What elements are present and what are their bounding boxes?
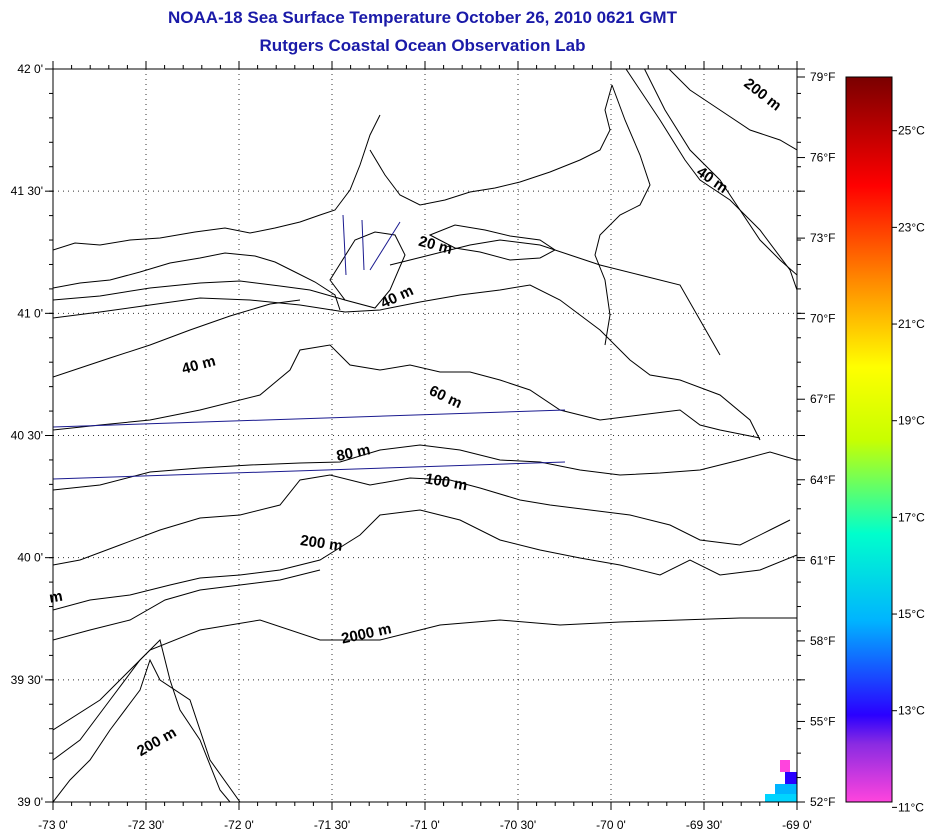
colorbar-ticks: 79°F 76°F 73°F 70°F 67°F 64°F 61°F 58°F 55°F 52°F… <box>797 70 925 814</box>
colorbar-c-label: 23°C <box>898 220 925 234</box>
colorbar-f-label: 76°F <box>810 151 835 165</box>
colorbar-c-label: 15°C <box>898 607 925 621</box>
map-title: NOAA-18 Sea Surface Temperature October … <box>168 8 677 27</box>
colorbar-c-label: 25°C <box>898 124 925 138</box>
contour-20m <box>53 239 721 356</box>
colorbar-f-label: 58°F <box>810 634 835 648</box>
depth-contour-label: 2000 m <box>340 620 393 647</box>
depth-contour-label: m <box>48 588 64 607</box>
contour-2000m <box>53 617 797 731</box>
colorbar-f-label: 64°F <box>810 473 835 487</box>
depth-contour-label: 100 m <box>424 470 469 494</box>
coastline-long-island <box>53 252 341 311</box>
coastline-cape-cod <box>594 84 651 346</box>
lat-label: 40 0' <box>17 551 43 565</box>
lat-label: 39 0' <box>17 795 43 809</box>
map-frame <box>52 68 798 803</box>
contour-200m-inner <box>643 69 797 276</box>
transect-line-2 <box>53 461 566 480</box>
lon-label: -71 0' <box>410 818 440 832</box>
lon-label: -71 30' <box>314 818 350 832</box>
contour-south-3 <box>53 569 321 641</box>
depth-contour-label: 200 m <box>741 75 785 115</box>
contour-80m <box>53 444 797 491</box>
contour-40m-upper <box>625 69 797 291</box>
coastline-south-shore <box>53 299 301 378</box>
lon-label: -72 0' <box>224 818 254 832</box>
depth-contour-label: 40 m <box>180 353 217 378</box>
lon-label: -69 30' <box>686 818 722 832</box>
contour-60m <box>53 344 761 439</box>
contour-200m <box>53 509 797 611</box>
colorbar-c-label: 13°C <box>898 704 925 718</box>
contour-40m <box>53 284 761 441</box>
depth-contour-label: 40 m <box>693 163 731 197</box>
lon-label: -73 0' <box>38 818 68 832</box>
sst-pixels <box>780 760 790 772</box>
colorbar-c-label: 19°C <box>898 414 925 428</box>
coastline-ct <box>53 114 381 251</box>
colorbar <box>845 76 893 803</box>
depth-contour-label: 60 m <box>426 382 464 412</box>
depth-contour-label: 200 m <box>134 724 179 760</box>
contour-south-1 <box>53 639 231 802</box>
coastline-ri <box>369 84 613 206</box>
lat-label: 41 0' <box>17 306 43 320</box>
lat-label: 40 30' <box>11 429 43 443</box>
coastline-block-island <box>329 231 406 309</box>
colorbar-c-label: 17°C <box>898 510 925 524</box>
depth-contour-label: 20 m <box>417 233 454 258</box>
transect-line-3 <box>342 214 401 276</box>
colorbar-f-label: 61°F <box>810 553 835 567</box>
colorbar-f-label: 73°F <box>810 231 835 245</box>
transect-line-1 <box>53 409 566 428</box>
colorbar-f-label: 70°F <box>810 312 835 326</box>
colorbar-f-label: 67°F <box>810 392 835 406</box>
lon-label: -70 30' <box>500 818 536 832</box>
lat-label: 39 30' <box>11 673 43 687</box>
contour-south-2 <box>53 658 241 802</box>
lat-label: 42 0' <box>17 62 43 76</box>
lon-label: -72 30' <box>128 818 164 832</box>
lon-label: -69 0' <box>782 818 812 832</box>
colorbar-f-label: 55°F <box>810 714 835 728</box>
colorbar-f-label: 52°F <box>810 795 835 809</box>
map-gridlines <box>53 69 797 802</box>
lon-label: -70 0' <box>596 818 626 832</box>
depth-contour-label: 200 m <box>299 532 343 555</box>
contour-200m-upper <box>668 69 797 151</box>
lat-label: 41 30' <box>11 184 43 198</box>
map-axes: 42 0' 41 30' 41 0' 40 30' 40 0' 39 30' 39 0' -7… <box>11 61 812 832</box>
bathymetry-contours <box>53 69 797 802</box>
colorbar-c-label: 21°C <box>898 317 925 331</box>
colorbar-f-label: 79°F <box>810 70 835 84</box>
depth-contour-label: 40 m <box>378 282 416 312</box>
colorbar-c-label: 11°C <box>898 800 924 814</box>
map-subtitle: Rutgers Coastal Ocean Observation Lab <box>259 36 586 55</box>
contour-100m <box>53 474 791 566</box>
depth-contour-label: 80 m <box>335 441 372 465</box>
